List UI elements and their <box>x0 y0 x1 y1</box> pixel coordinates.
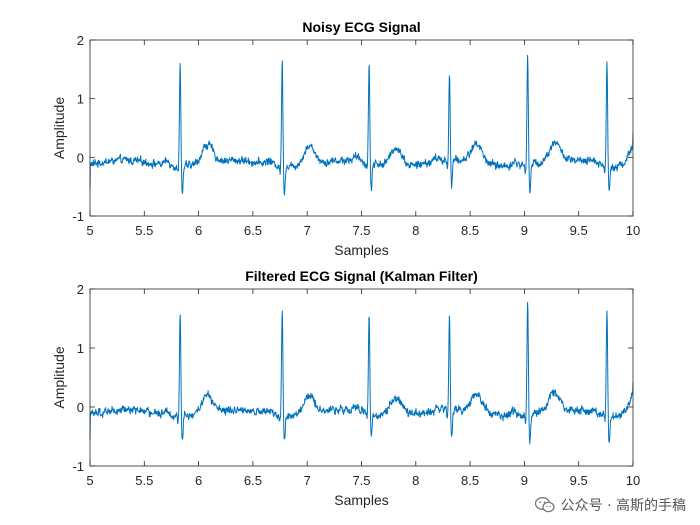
x-tick-label: 10 <box>626 223 640 238</box>
plot-area <box>90 40 633 216</box>
watermark: 公众号 · 高斯的手稿 <box>534 495 686 515</box>
x-tick-label: 8.5 <box>461 473 479 488</box>
y-axis-label: Amplitude <box>51 97 67 159</box>
x-tick-label: 9 <box>521 223 528 238</box>
x-tick-label: 5.5 <box>135 473 153 488</box>
x-tick-label: 7 <box>304 223 311 238</box>
x-axis-label: Samples <box>334 242 388 258</box>
y-tick-label: -1 <box>72 209 84 224</box>
x-tick-label: 6 <box>195 223 202 238</box>
watermark-text: 公众号 · 高斯的手稿 <box>560 498 686 514</box>
x-tick-label: 7.5 <box>352 223 370 238</box>
y-tick-label: 0 <box>77 400 84 415</box>
x-tick-label: 9.5 <box>570 473 588 488</box>
chart-title: Filtered ECG Signal (Kalman Filter) <box>245 268 478 284</box>
y-tick-label: 2 <box>77 282 84 297</box>
x-tick-label: 5 <box>86 223 93 238</box>
plot-area <box>90 289 633 466</box>
x-tick-label: 5 <box>86 473 93 488</box>
y-axis-label: Amplitude <box>51 346 67 408</box>
chart-title: Noisy ECG Signal <box>302 19 420 35</box>
chart-1: 5 5.5 6 6.5 7 7.5 8 8.5 9 9.5 10 -1 0 1 2 Samples Amplit… <box>51 19 640 258</box>
y-tick-label: -1 <box>72 459 84 474</box>
x-tick-label: 7 <box>304 473 311 488</box>
series-line <box>89 54 634 196</box>
x-tick-label: 6.5 <box>244 223 262 238</box>
wechat-icon <box>534 497 555 513</box>
x-tick-label: 8 <box>412 223 419 238</box>
y-tick-label: 0 <box>77 150 84 165</box>
y-tick-label: 2 <box>77 33 84 48</box>
x-tick-label: 7.5 <box>352 473 370 488</box>
chart-2: 5 5.5 6 6.5 7 7.5 8 8.5 9 9.5 10 -1 0 1 2 Samples Amplit… <box>51 268 640 508</box>
y-tick-label: 1 <box>77 92 84 107</box>
x-tick-label: 8.5 <box>461 223 479 238</box>
x-tick-label: 5.5 <box>135 223 153 238</box>
x-tick-label: 6 <box>195 473 202 488</box>
x-tick-label: 9.5 <box>570 223 588 238</box>
series-line <box>89 301 634 445</box>
x-tick-label: 8 <box>412 473 419 488</box>
x-axis-label: Samples <box>334 492 388 508</box>
y-tick-label: 1 <box>77 341 84 356</box>
x-tick-label: 6.5 <box>244 473 262 488</box>
x-tick-label: 9 <box>521 473 528 488</box>
x-tick-label: 10 <box>626 473 640 488</box>
